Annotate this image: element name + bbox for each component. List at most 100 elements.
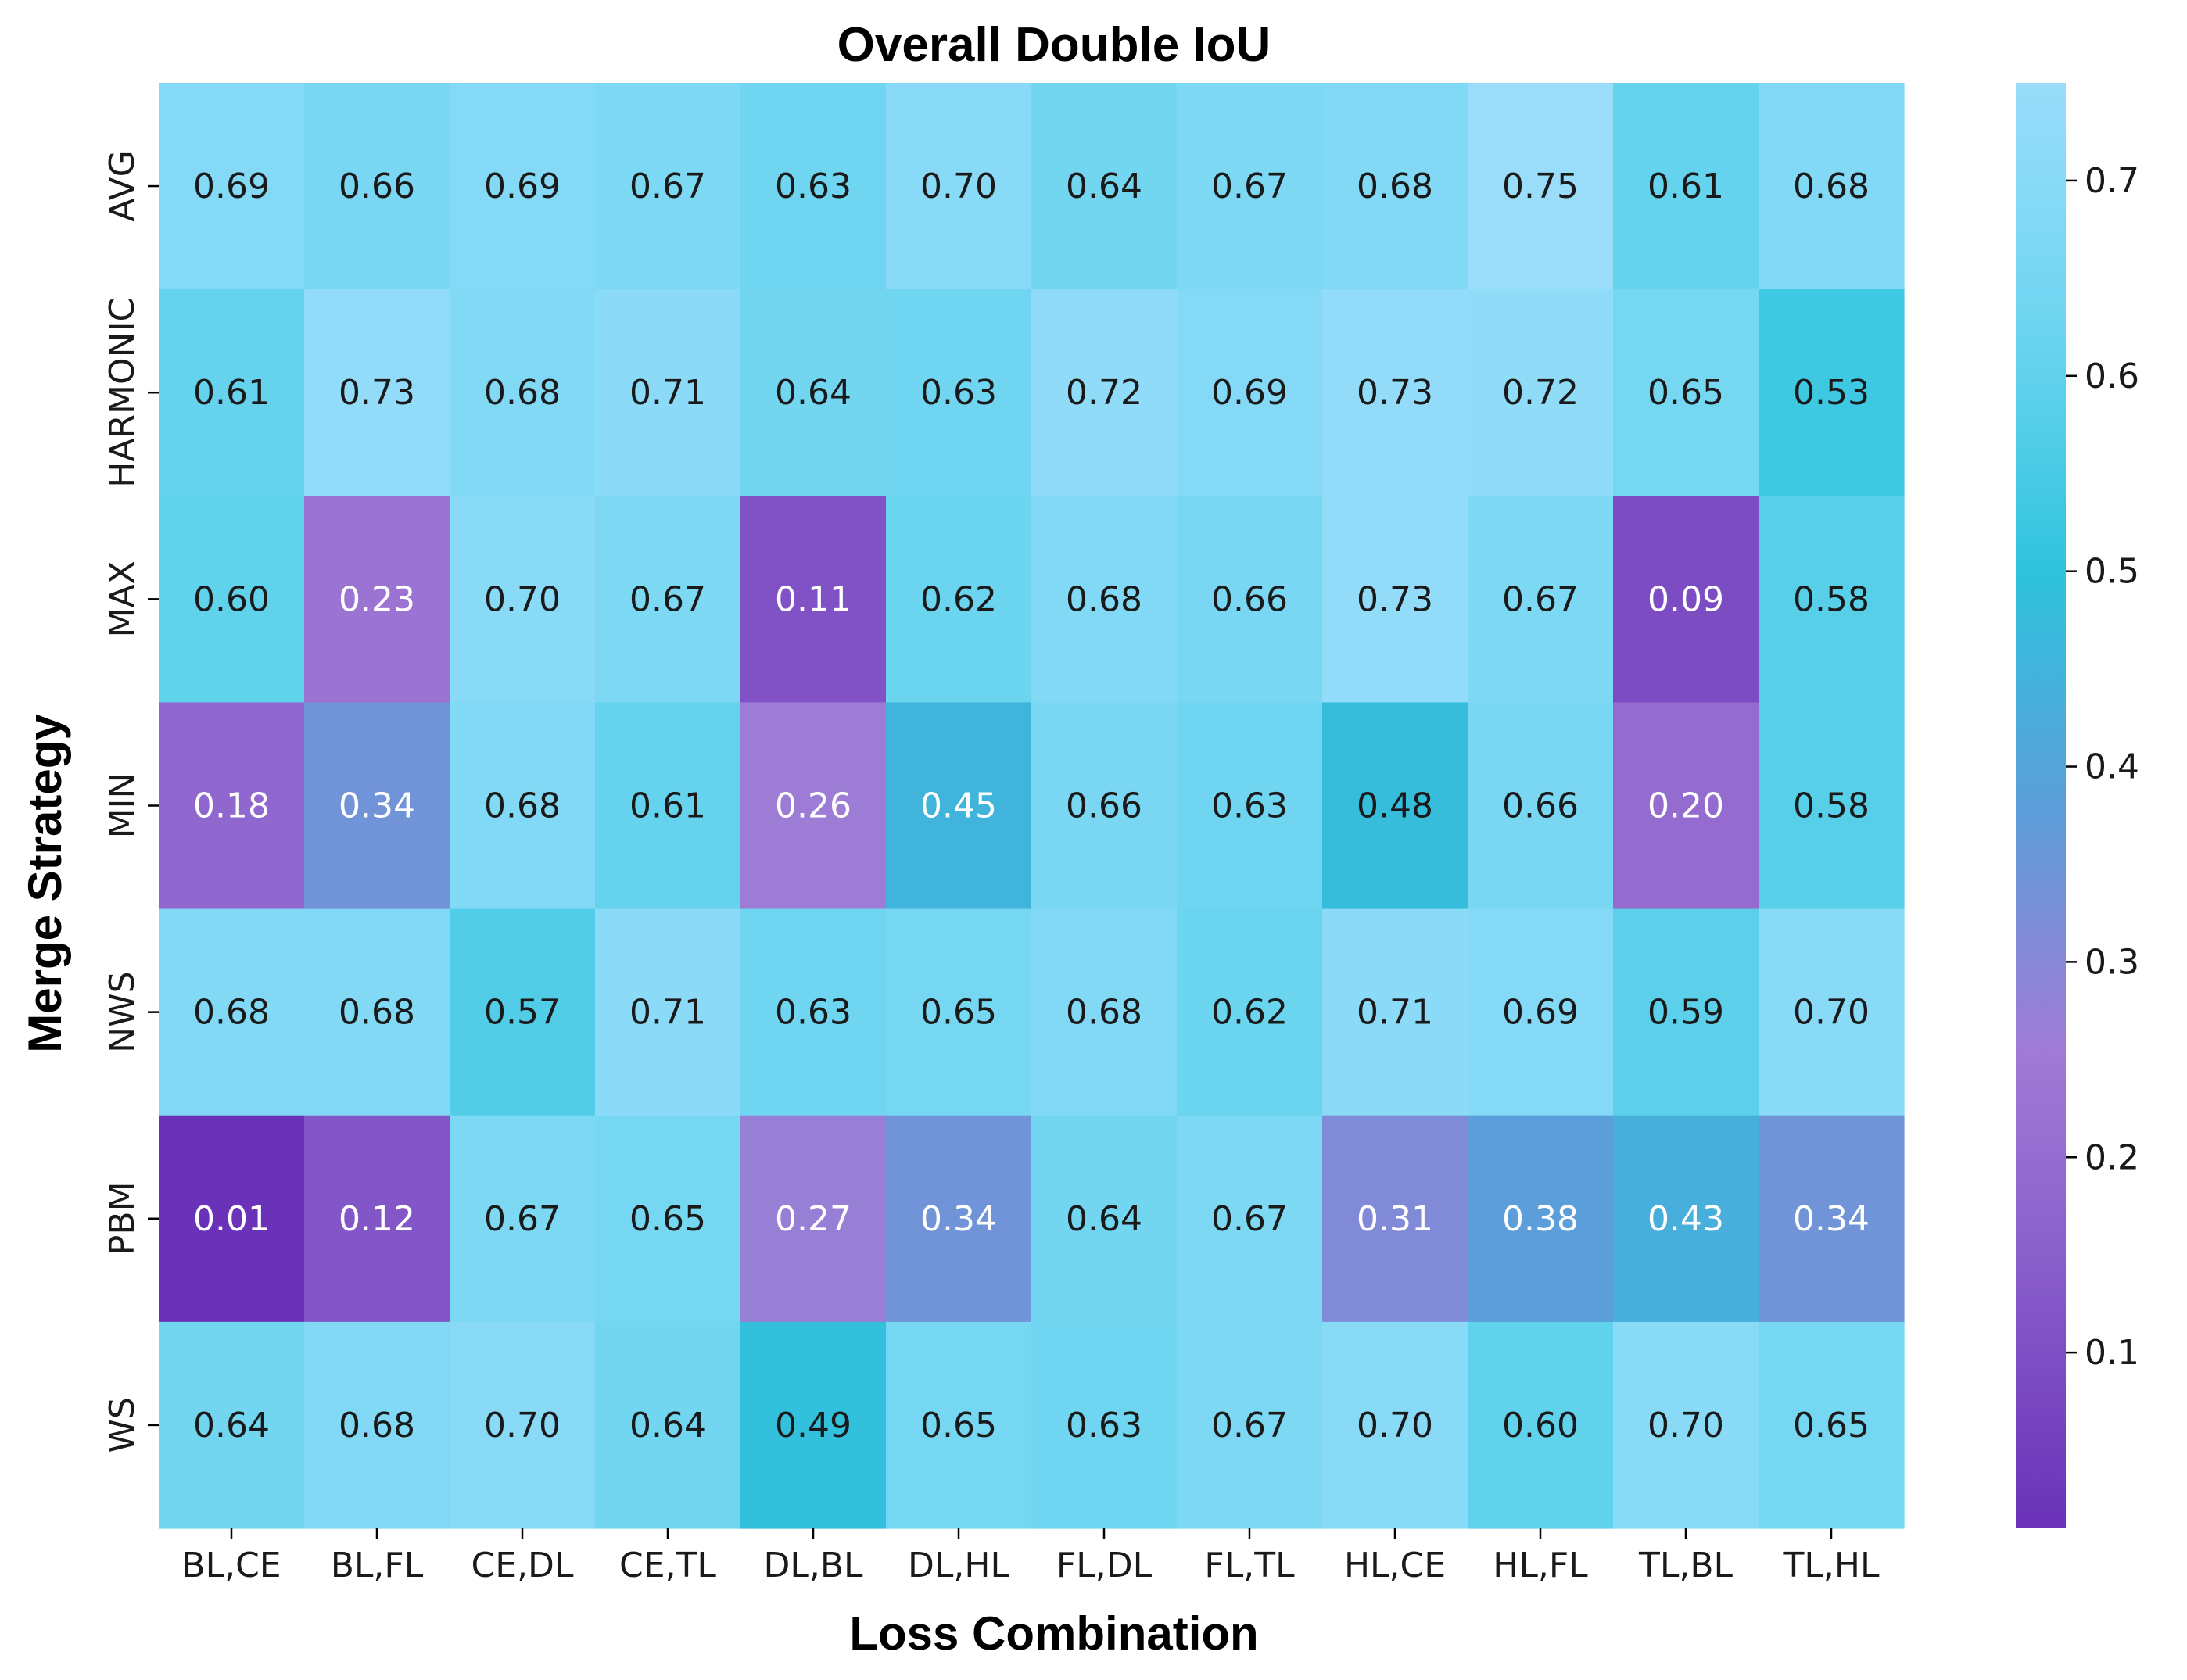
x-tick-label: HL,CE: [1344, 1546, 1446, 1585]
heatmap-cell: [1613, 83, 1759, 290]
cell-value-label: 0.63: [1211, 786, 1288, 826]
heatmap-cell: [1322, 289, 1468, 496]
heatmap-cell: [304, 496, 450, 704]
y-axis-label: Merge Strategy: [19, 714, 71, 1053]
heatmap-cell: [1613, 702, 1759, 910]
x-tick-label: CE,TL: [619, 1546, 716, 1585]
cell-value-label: 0.70: [920, 167, 997, 206]
x-tick-label: TL,BL: [1638, 1546, 1733, 1585]
heatmap-cell: [886, 83, 1032, 290]
cell-value-label: 0.68: [1066, 579, 1142, 619]
cell-value-label: 0.68: [339, 1406, 415, 1445]
cell-value-label: 0.27: [775, 1199, 851, 1239]
heatmap-cell: [1759, 83, 1905, 290]
heatmap-cell: [1031, 83, 1178, 290]
cell-value-label: 0.34: [339, 786, 415, 826]
heatmap-cell: [1468, 1321, 1614, 1529]
cell-value-label: 0.62: [920, 579, 997, 619]
heatmap-cell: [1322, 83, 1468, 290]
cell-value-label: 0.60: [193, 579, 270, 619]
cell-value-label: 0.71: [629, 993, 706, 1033]
x-axis-label: Loss Combination: [849, 1607, 1258, 1660]
heatmap-cell: [450, 496, 596, 704]
heatmap-cell: [1613, 1115, 1759, 1323]
heatmap-cell: [1468, 496, 1614, 704]
heatmap-cell: [304, 1115, 450, 1323]
heatmap-cell: [450, 1115, 596, 1323]
heatmap-cell: [595, 1321, 741, 1529]
cell-value-label: 0.64: [775, 373, 851, 413]
cell-value-label: 0.64: [193, 1406, 270, 1445]
x-tick-label: DL,HL: [908, 1546, 1009, 1585]
heatmap-cell: [1468, 702, 1614, 910]
heatmap-cell: [159, 1115, 305, 1323]
heatmap-cell: [595, 289, 741, 496]
cell-value-label: 0.64: [1066, 1199, 1142, 1239]
cell-value-label: 0.73: [1357, 579, 1433, 619]
cell-value-label: 0.34: [920, 1199, 997, 1239]
cell-value-label: 0.67: [1211, 1199, 1288, 1239]
cell-value-label: 0.65: [629, 1199, 706, 1239]
cell-value-label: 0.64: [629, 1406, 706, 1445]
heatmap-cell: [886, 908, 1032, 1116]
cell-value-label: 0.09: [1647, 579, 1724, 619]
x-tick-label: CE,DL: [471, 1546, 574, 1585]
cell-value-label: 0.70: [1647, 1406, 1724, 1445]
heatmap-cell: [595, 1115, 741, 1323]
heatmap-cell: [886, 702, 1032, 910]
cell-value-label: 0.68: [484, 786, 561, 826]
cell-value-label: 0.63: [1066, 1406, 1142, 1445]
heatmap-cell: [1177, 83, 1323, 290]
cell-value-label: 0.75: [1502, 167, 1579, 206]
heatmap-cell: [159, 289, 305, 496]
cell-value-label: 0.67: [1211, 167, 1288, 206]
cell-value-label: 0.60: [1502, 1406, 1579, 1445]
cell-value-label: 0.20: [1647, 786, 1724, 826]
heatmap-cell: [1613, 1321, 1759, 1529]
cell-value-label: 0.43: [1647, 1199, 1724, 1239]
heatmap-cell: [1759, 908, 1905, 1116]
cell-value-label: 0.63: [775, 993, 851, 1033]
colorbar-tick-label: 0.1: [2085, 1333, 2139, 1373]
heatmap-cell: [450, 289, 596, 496]
cell-value-label: 0.48: [1357, 786, 1433, 826]
x-tick-label: FL,DL: [1056, 1546, 1153, 1585]
heatmap-cell: [886, 1115, 1032, 1323]
heatmap-cell: [1177, 496, 1323, 704]
heatmap-cell: [1031, 908, 1178, 1116]
x-tick-label: BL,CE: [181, 1546, 281, 1585]
cell-value-label: 0.65: [920, 993, 997, 1033]
heatmap-cell: [304, 702, 450, 910]
heatmap-cell: [1759, 1115, 1905, 1323]
cell-value-label: 0.65: [920, 1406, 997, 1445]
heatmap-cell: [740, 908, 887, 1116]
cell-value-label: 0.66: [1211, 579, 1288, 619]
cell-value-label: 0.73: [339, 373, 415, 413]
heatmap-cell: [159, 908, 305, 1116]
cell-value-label: 0.70: [484, 579, 561, 619]
heatmap-cell: [304, 83, 450, 290]
heatmap-cell: [1468, 289, 1614, 496]
x-tick-label: BL,FL: [331, 1546, 424, 1585]
x-tick-label: TL,HL: [1783, 1546, 1880, 1585]
heatmap-cell: [886, 1321, 1032, 1529]
cell-value-label: 0.70: [1357, 1406, 1433, 1445]
heatmap-cell: [159, 702, 305, 910]
colorbar: 0.1 0.2 0.3 0.4 0.5 0.6 0.7: [2016, 83, 2139, 1528]
cell-value-label: 0.70: [1793, 993, 1870, 1033]
cell-value-label: 0.69: [1211, 373, 1288, 413]
heatmap-cell: [1031, 702, 1178, 910]
cell-value-label: 0.68: [193, 993, 270, 1033]
cell-value-label: 0.69: [484, 167, 561, 206]
cell-value-label: 0.61: [629, 786, 706, 826]
cell-value-label: 0.68: [339, 993, 415, 1033]
x-tick-label: HL,FL: [1493, 1546, 1588, 1585]
heatmap-cell: [1031, 289, 1178, 496]
heatmap-cell: [304, 908, 450, 1116]
heatmap-cell: [1031, 496, 1178, 704]
heatmap-cell: [159, 496, 305, 704]
heatmap-cell: [1759, 496, 1905, 704]
cell-value-label: 0.38: [1502, 1199, 1579, 1239]
cell-value-label: 0.49: [775, 1406, 851, 1445]
